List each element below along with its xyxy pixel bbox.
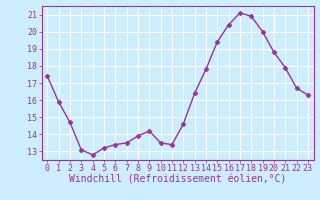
- X-axis label: Windchill (Refroidissement éolien,°C): Windchill (Refroidissement éolien,°C): [69, 175, 286, 185]
